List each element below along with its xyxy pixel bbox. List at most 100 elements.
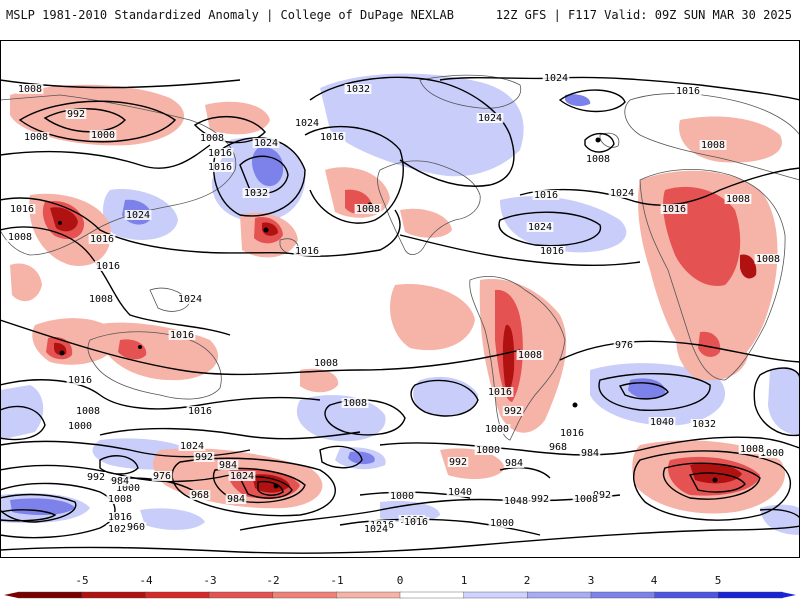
isobar-label: 1008: [574, 494, 598, 505]
isobar-label-bg: [538, 246, 566, 256]
isobar-label-bg: [402, 517, 430, 527]
colorbar-tick: -5: [75, 574, 89, 587]
isobar-label-bg: [6, 232, 34, 242]
isobar-label: 1008: [756, 254, 780, 265]
isobar-label-bg: [388, 491, 416, 501]
isobar-label: 984: [581, 448, 599, 459]
isobar-label-bg: [529, 494, 551, 504]
isobar-label: 1040: [650, 417, 674, 428]
colorbar-segment: [81, 591, 147, 599]
isobar-label-bg: [613, 340, 635, 350]
isobar-label-bg: [252, 138, 280, 148]
colorbar-tick: 1: [460, 574, 468, 587]
isobar-label-bg: [8, 204, 36, 214]
isobar-label: 1016: [488, 387, 512, 398]
isobar-label-bg: [125, 522, 147, 532]
isobar-label-bg: [608, 188, 636, 198]
isobar-label: 984: [227, 494, 245, 505]
isobar-label: 1016: [208, 162, 232, 173]
isobar-label-bg: [217, 460, 239, 470]
isobar-label: 1016: [676, 86, 700, 97]
isobar-label: 1000: [116, 483, 140, 494]
isobar-label-bg: [526, 222, 554, 232]
isobar-label-bg: [206, 162, 234, 172]
isobar-label: 992: [504, 406, 522, 417]
isobar-label-bg: [660, 204, 688, 214]
isobar-label: 1016: [208, 148, 232, 159]
isobar-label: 1008: [518, 350, 542, 361]
colorbar-tick: -1: [330, 574, 344, 587]
isobar-label: 992: [87, 472, 105, 483]
colorbar-tick: 2: [523, 574, 531, 587]
isobar-label: 1008: [586, 154, 610, 165]
colorbar-segment: [336, 591, 401, 599]
isobar-label-bg: [758, 448, 786, 458]
coastlines: [0, 74, 800, 441]
isobar-label-bg: [89, 130, 117, 140]
colorbar-tick: 0: [396, 574, 404, 587]
isobar-label-bg: [242, 188, 270, 198]
isobar-label-bg: [312, 358, 340, 368]
isobar-label: 1008: [701, 140, 725, 151]
colorbar-segment: [718, 591, 783, 599]
isobar-label-bg: [293, 118, 321, 128]
colorbar-tick: 4: [650, 574, 658, 587]
colorbar-segment: [590, 591, 656, 599]
isobar-label: 1008: [740, 444, 764, 455]
isobar-label-bg: [584, 154, 612, 164]
isobar-label: 1016: [320, 132, 344, 143]
isobar-label-bg: [738, 444, 766, 454]
isobar-label: 992: [449, 457, 467, 468]
isobar-label: 1016: [560, 428, 584, 439]
isobar-label: 992: [531, 494, 549, 505]
isobar-label-bg: [579, 448, 601, 458]
map-header: MSLP 1981-2010 Standardized Anomaly | Co…: [0, 0, 800, 30]
isobar-label: 1016: [295, 246, 319, 257]
isobar-label: 1000: [91, 130, 115, 141]
isobar-label: 1024: [254, 138, 278, 149]
isobar-label-bg: [558, 428, 586, 438]
isobar-label: 1016: [10, 204, 34, 215]
isobar-label: 1008: [76, 406, 100, 417]
isobar-label-bg: [293, 246, 321, 256]
isobar-label: 1032: [346, 84, 370, 95]
isobar-label-bg: [114, 483, 142, 493]
isobar-label: 1016: [96, 261, 120, 272]
colorbar-max-arrow: [782, 592, 796, 598]
colorbar-segment: [399, 591, 465, 599]
isobar-label-bg: [193, 452, 215, 462]
low-centers: [58, 137, 718, 489]
isobar-label: 992: [593, 490, 611, 501]
isobar-label: 1016: [170, 330, 194, 341]
isobar-label: 960: [127, 522, 145, 533]
isobar-label-bg: [225, 494, 247, 504]
isobar-label: 976: [153, 471, 171, 482]
isobar-label: 1008: [726, 194, 750, 205]
isobar-label: 1000: [490, 518, 514, 529]
colorbar-tick: 3: [587, 574, 595, 587]
isobar-label: 992: [195, 452, 213, 463]
isobar-label: 1024: [178, 294, 202, 305]
isobar-label-bg: [106, 524, 134, 534]
anomaly-colorbar: [4, 591, 796, 599]
isobar-label: 1008: [8, 232, 32, 243]
isobar-label-bg: [85, 472, 107, 482]
isobar-label: 1000: [68, 421, 92, 432]
colorbar-segment: [463, 591, 529, 599]
isobar-label-bg: [502, 406, 524, 416]
colorbar-tick: -2: [266, 574, 280, 587]
isobar-label: 1008: [343, 398, 367, 409]
colorbar-min-arrow: [4, 592, 18, 598]
isobar-label-bg: [344, 84, 372, 94]
isobar-label: 1008: [24, 132, 48, 143]
isobar-label: 1024: [230, 471, 254, 482]
isobar-label-bg: [87, 294, 115, 304]
isobar-label-bg: [542, 73, 570, 83]
isobar-label-bg: [591, 490, 613, 500]
isobar-label-bg: [74, 406, 102, 416]
product-title: MSLP 1981-2010 Standardized Anomaly | Co…: [6, 8, 454, 22]
isobar-label-bg: [189, 490, 211, 500]
isobar-label-bg: [572, 494, 600, 504]
